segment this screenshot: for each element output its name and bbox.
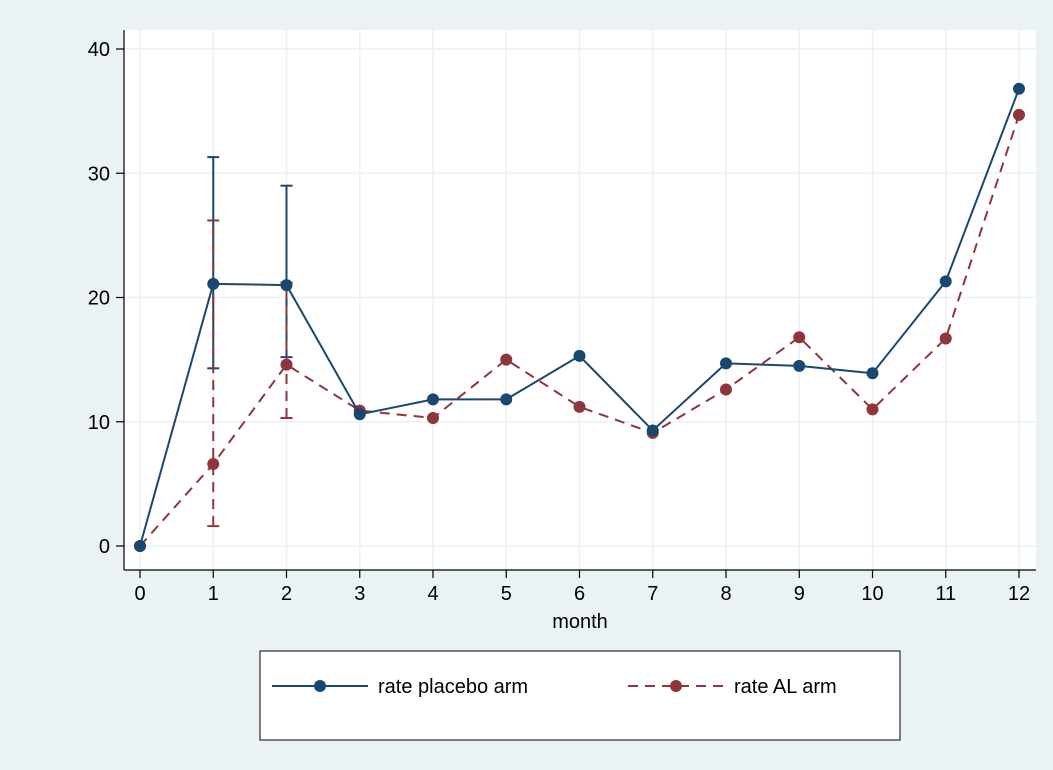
legend-label-2: rate AL arm [734, 676, 837, 698]
x-tick-label: 5 [501, 583, 512, 605]
legend-swatch-marker-1 [314, 680, 326, 692]
legend-items: rate placebo arm rate AL arm [272, 676, 837, 698]
series-2-point [939, 332, 952, 345]
series-1-point [646, 424, 659, 437]
legend-box [259, 650, 901, 741]
x-axis: 0 1 2 3 4 5 6 7 8 9 10 11 12 [134, 570, 1030, 605]
x-tick-label: 2 [281, 583, 292, 605]
x-tick-label: 10 [861, 583, 883, 605]
series-2-point [793, 331, 806, 344]
series-2-point [1013, 108, 1025, 121]
x-tick-label: 0 [134, 583, 145, 605]
y-tick-label: 30 [88, 163, 110, 185]
series-2-point [866, 403, 879, 416]
x-tick-label: 4 [427, 583, 438, 605]
y-tick-label: 20 [88, 288, 110, 310]
series-2-point [280, 358, 293, 371]
series-1-point [1013, 82, 1025, 95]
x-tick-label: 11 [935, 583, 956, 605]
x-tick-label: 9 [794, 583, 805, 605]
series-1-point [939, 275, 952, 288]
series-2-point [427, 412, 439, 425]
series-1-point [207, 277, 220, 290]
series-2-point [500, 353, 513, 366]
series-2-point [207, 457, 220, 470]
legend-swatch-marker-2 [670, 680, 682, 692]
legend: rate placebo arm rate AL arm [259, 650, 901, 741]
x-tick-label: 1 [208, 583, 219, 605]
x-tick-label: 8 [720, 583, 731, 605]
y-tick-label: 0 [99, 536, 110, 558]
series-layer [134, 82, 1025, 552]
series-1-point [720, 357, 732, 370]
series-1-point [134, 540, 146, 552]
x-tick-label: 12 [1008, 583, 1030, 605]
series-1-point [427, 393, 439, 406]
grid-lines [124, 30, 1036, 570]
series-2-point [720, 383, 732, 396]
series-1-point [793, 359, 806, 372]
series-1-point [280, 279, 293, 292]
series-2-point [573, 400, 586, 413]
series-1-point [866, 367, 879, 380]
series-1-point [500, 393, 513, 406]
series-1-point [573, 349, 586, 362]
x-tick-label: 3 [354, 583, 365, 605]
y-axis: 0 10 20 30 40 [88, 39, 124, 558]
x-tick-label: 6 [574, 583, 585, 605]
y-tick-label: 40 [88, 39, 110, 61]
legend-label-1: rate placebo arm [378, 676, 528, 698]
x-tick-label: 7 [647, 583, 658, 605]
y-tick-label: 10 [88, 412, 110, 434]
x-axis-title: month [552, 611, 608, 633]
series-1-point [353, 408, 366, 421]
